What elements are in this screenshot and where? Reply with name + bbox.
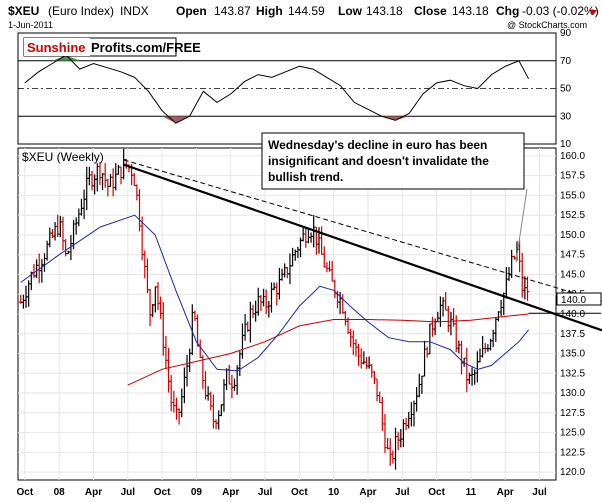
x-tick-label: 11 [466,487,477,498]
price-tick-label: 160.0 [560,151,585,162]
x-tick-label: Oct [154,487,171,498]
date-label: 1-Jun-2011 [8,20,53,30]
rsi-tick-label: 90 [560,28,572,39]
close-value: 143.18 [452,4,489,18]
price-y-axis: 120.0 122.5 125.0 127.5 130.0 132.5 135.0 137.5… [560,151,585,478]
price-tick-label: 132.5 [560,368,585,379]
open-value: 143.87 [214,4,251,18]
annotation-line-2: insignificant and doesn't invalidate the [268,154,489,168]
rsi-tick-label: 50 [560,84,572,95]
price-tick-label: 137.5 [560,329,585,340]
rsi-fill-segment [395,116,410,121]
rsi-reference-lines [18,60,556,117]
chg-label: Chg [496,4,519,18]
open-label: Open [176,4,207,18]
x-tick-label: 10 [328,487,340,498]
x-tick-label: Jul [532,487,547,498]
price-tick-label: 152.5 [560,210,585,221]
x-tick-label: Apr [497,487,514,498]
annotation-line-1: Wednesday's decline in euro has been [268,138,487,152]
low-value: 143.18 [366,4,403,18]
x-tick-label: Apr [85,487,102,498]
price-tick-label: 157.5 [560,171,585,182]
exchange-label: INDX [120,4,149,18]
ohlc-bar [525,276,530,301]
chart-header: $XEU (Euro Index) INDX 1-Jun-2011 Open 1… [8,4,599,30]
price-tick-label: 140.0 [560,309,585,320]
x-tick-label: Apr [222,487,239,498]
high-label: High [256,4,283,18]
chg-value: -0.03 (-0.02%) [522,4,599,18]
x-tick-label: Oct [291,487,308,498]
trendline-dashed [123,159,602,302]
x-tick-label: Oct [17,487,34,498]
annotation-line-3: bullish trend. [268,170,343,184]
rsi-tick-label: 10 [560,139,572,150]
price-tick-label: 145.0 [560,269,585,280]
stockcharts-watermark: @ StockCharts.com [507,20,587,30]
ma-long-line [127,313,529,386]
price-tick-label: 150.0 [560,230,585,241]
high-value: 144.59 [288,4,325,18]
x-tick-label: Jul [395,487,410,498]
trendline-solid [123,163,602,332]
price-tick-label: 122.5 [560,447,585,458]
price-tick-label: 120.0 [560,467,585,478]
price-panel-title: $XEU (Weekly) [22,150,104,164]
price-panel: 120.0 122.5 125.0 127.5 130.0 132.5 135.0 137.5… [17,132,602,498]
x-tick-label: 09 [191,487,203,498]
annotation-box [261,132,525,190]
price-bars [18,148,530,470]
price-tick-label: 155.0 [560,190,585,201]
last-value-marker [556,292,602,306]
close-label: Close [414,4,447,18]
price-tick-label: 125.0 [560,428,585,439]
logo-right-text: Profits.com/FREE [91,40,201,55]
last-value-text: 140.0 [561,295,586,306]
price-tick-label: 130.0 [560,388,585,399]
rsi-fill-segment [162,116,176,124]
logo-left-box [24,38,90,56]
low-label: Low [338,4,363,18]
price-tick-label: 135.0 [560,349,585,360]
price-tick-label: 147.5 [560,250,585,261]
rsi-tick-label: 30 [560,111,572,122]
chg-down-arrow-icon [589,10,597,15]
symbol-label: $XEU [8,4,39,18]
price-x-axis: Oct 08 Apr Jul Oct 09 Apr Jul Oct 10 Apr Jul Oct 11 Ap… [17,487,547,498]
rsi-y-axis: 10 30 50 70 90 [560,28,572,150]
x-tick-label: Apr [359,487,376,498]
rsi-tick-label: 70 [560,56,572,67]
price-tick-label: 127.5 [560,408,585,419]
x-tick-label: Jul [258,487,273,498]
sunshine-profits-logo: Sunshine Profits.com/FREE [23,37,201,57]
index-name-label: (Euro Index) [48,4,114,18]
annotation-pointer [515,188,528,263]
x-tick-label: Oct [428,487,445,498]
rsi-panel: 10 30 50 70 90 [17,28,572,150]
x-tick-label: Jul [121,487,136,498]
logo-left-text: Sunshine [27,40,86,55]
trendlines [123,159,602,332]
x-tick-label: 08 [54,487,66,498]
ma-short-line [20,214,529,372]
rsi-fill-segment [52,55,67,61]
rsi-line [24,54,530,124]
